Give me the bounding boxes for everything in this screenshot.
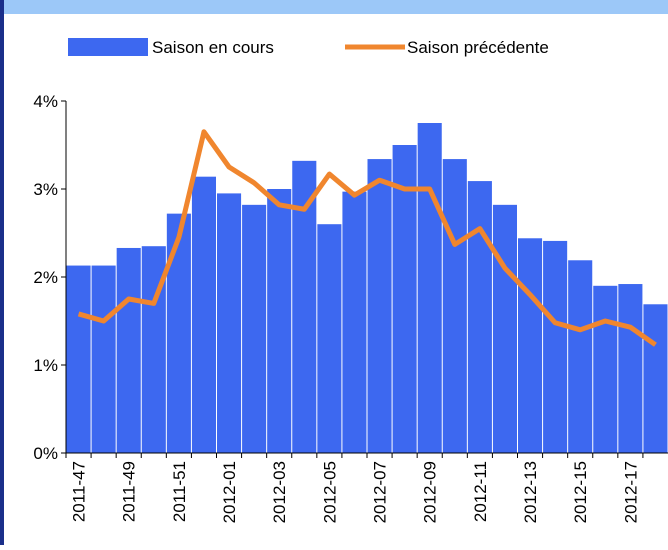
bar — [342, 191, 367, 453]
x-tick-label: 2012-03 — [270, 461, 289, 523]
x-tick-label: 2011-51 — [170, 461, 189, 522]
x-tick-label: 2012-07 — [371, 461, 390, 523]
bar — [292, 160, 317, 453]
bar — [467, 181, 492, 453]
bar — [568, 260, 593, 453]
y-tick-label: 2% — [33, 268, 58, 287]
x-tick-label: 2012-15 — [571, 461, 590, 523]
bar — [643, 304, 668, 453]
bar — [618, 284, 643, 453]
bar — [91, 265, 116, 453]
bar — [191, 176, 216, 453]
legend-label: Saison précédente — [407, 38, 549, 57]
bar — [417, 123, 442, 453]
bar — [166, 213, 191, 453]
x-tick-label: 2012-17 — [621, 461, 640, 523]
legend-label: Saison en cours — [152, 38, 274, 57]
y-tick-label: 1% — [33, 356, 58, 375]
bar — [492, 204, 517, 453]
x-tick-label: 2011-47 — [70, 461, 89, 522]
bar — [242, 204, 267, 453]
bar — [367, 159, 392, 453]
bar — [593, 285, 618, 453]
x-tick-label: 2012-11 — [471, 461, 490, 522]
bar — [442, 159, 467, 453]
line — [77, 129, 657, 347]
x-tick-label: 2011-49 — [120, 461, 139, 522]
x-tick-label: 2012-05 — [320, 461, 339, 523]
x-tick-label: 2012-13 — [521, 461, 540, 523]
left-border — [0, 0, 4, 545]
bar — [66, 265, 91, 453]
header-band — [0, 0, 668, 14]
y-tick-label: 4% — [33, 92, 58, 111]
x-tick-label: 2012-01 — [220, 461, 239, 523]
bar — [317, 224, 342, 453]
bar — [518, 238, 543, 453]
bar — [217, 193, 242, 453]
bar — [392, 145, 417, 453]
bar — [543, 240, 568, 453]
bar — [116, 247, 141, 453]
legend-swatch — [68, 38, 148, 56]
y-tick-label: 0% — [33, 444, 58, 463]
bar — [267, 189, 292, 453]
x-tick-label: 2012-09 — [421, 461, 440, 523]
y-tick-label: 3% — [33, 180, 58, 199]
